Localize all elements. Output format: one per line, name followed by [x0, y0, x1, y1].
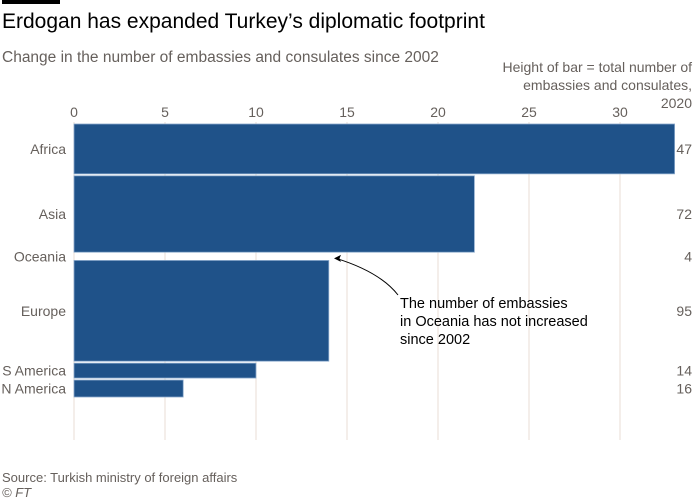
category-label: Asia [39, 206, 66, 222]
copyright: © FT [2, 485, 32, 500]
bar-height-note: Height of bar = total number of embassie… [442, 58, 693, 112]
category-label: Africa [30, 141, 66, 157]
chart-subtitle: Change in the number of embassies and co… [2, 49, 439, 66]
category-label: Europe [21, 303, 66, 319]
category-labels: Africa Asia Oceania Europe S America N Americ… [1, 141, 66, 397]
annotation-arrow [335, 257, 399, 296]
bar [73, 260, 330, 362]
total-labels: 47 72 4 95 14 16 [676, 141, 692, 397]
bar [73, 362, 257, 379]
arrowhead-icon [334, 254, 341, 262]
x-tick-label: 30 [612, 104, 628, 120]
source-note: Source: Turkish ministry of foreign affa… [2, 470, 238, 485]
bar-height-note-line: 2020 [660, 95, 692, 111]
annotation-text: since 2002 [400, 332, 470, 348]
bar [73, 123, 675, 175]
bar [73, 379, 184, 398]
x-tick-label: 10 [248, 104, 264, 120]
total-label: 47 [676, 141, 692, 157]
x-tick-labels: 0 5 10 15 20 25 30 [70, 104, 628, 120]
total-label: 4 [684, 248, 692, 264]
total-label: 16 [676, 381, 692, 397]
annotation-text: The number of embassies [400, 296, 568, 312]
chart-title: Erdogan has expanded Turkey’s diplomatic… [2, 10, 485, 33]
annotation-text: in Oceania has not increased [400, 314, 588, 330]
x-tick-label: 15 [339, 104, 355, 120]
bar [73, 175, 475, 253]
x-tick-label: 0 [70, 104, 78, 120]
category-label: N America [1, 381, 66, 397]
category-label: S America [2, 363, 66, 379]
total-label: 14 [676, 363, 692, 379]
annotation: The number of embassies in Oceania has no… [334, 254, 588, 348]
x-tick-label: 20 [430, 104, 446, 120]
brand-bar [2, 0, 60, 4]
bar-height-note-line: Height of bar = total number of [502, 59, 693, 75]
x-tick-label: 25 [521, 104, 537, 120]
bars [73, 123, 675, 398]
total-label: 72 [676, 206, 692, 222]
total-label: 95 [676, 303, 692, 319]
category-label: Oceania [14, 248, 66, 264]
bar-height-note-line: embassies and consulates, [523, 77, 692, 93]
x-tick-label: 5 [161, 104, 169, 120]
